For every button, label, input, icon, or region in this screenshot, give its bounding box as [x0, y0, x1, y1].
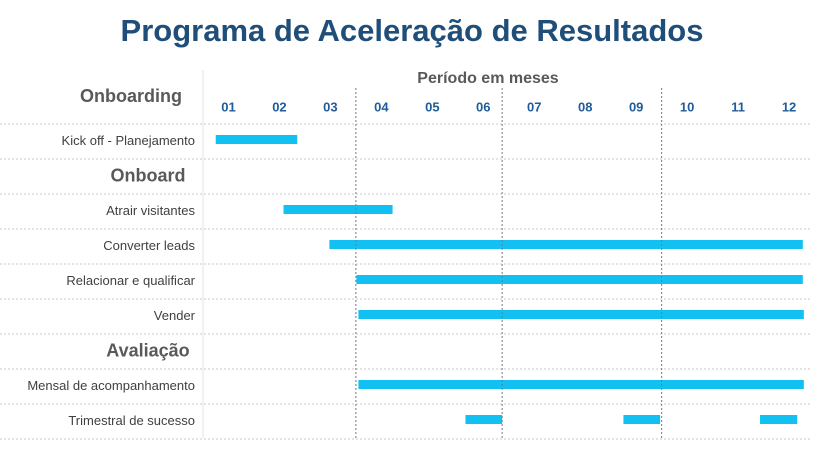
- x-tick-label: 05: [425, 99, 439, 114]
- chart-title: Programa de Aceleração de Resultados: [121, 13, 704, 48]
- gantt-bar: [358, 380, 804, 389]
- task-label: Converter leads: [103, 238, 195, 253]
- gantt-bar: [215, 135, 298, 144]
- section-label: Onboard: [111, 165, 186, 185]
- x-tick-label: 01: [221, 99, 235, 114]
- x-tick-label: 12: [782, 99, 796, 114]
- gantt-bar: [329, 240, 803, 249]
- gantt-bar: [356, 275, 803, 284]
- gantt-bar: [358, 310, 804, 319]
- x-tick-label: 07: [527, 99, 541, 114]
- gantt-bar: [283, 205, 393, 214]
- x-tick-label: 09: [629, 99, 643, 114]
- task-label: Kick off - Planejamento: [62, 133, 195, 148]
- x-tick-label: 03: [323, 99, 337, 114]
- task-label: Atrair visitantes: [106, 203, 195, 218]
- task-label: Vender: [154, 308, 196, 323]
- gantt-bar: [760, 415, 798, 424]
- x-tick-label: 11: [731, 99, 745, 114]
- x-axis-label: Período em meses: [417, 70, 559, 87]
- task-label: Relacionar e qualificar: [66, 273, 195, 288]
- x-tick-label: 02: [272, 99, 286, 114]
- gantt-bar: [465, 415, 503, 424]
- x-tick-label: 10: [680, 99, 694, 114]
- task-label: Trimestral de sucesso: [68, 413, 195, 428]
- gantt-bar: [623, 415, 661, 424]
- x-tick-label: 08: [578, 99, 592, 114]
- section-label: Onboarding: [80, 86, 182, 106]
- x-tick-label: 06: [476, 99, 490, 114]
- task-label: Mensal de acompanhamento: [27, 378, 195, 393]
- section-label: Avaliação: [106, 340, 189, 360]
- x-tick-label: 04: [374, 99, 389, 114]
